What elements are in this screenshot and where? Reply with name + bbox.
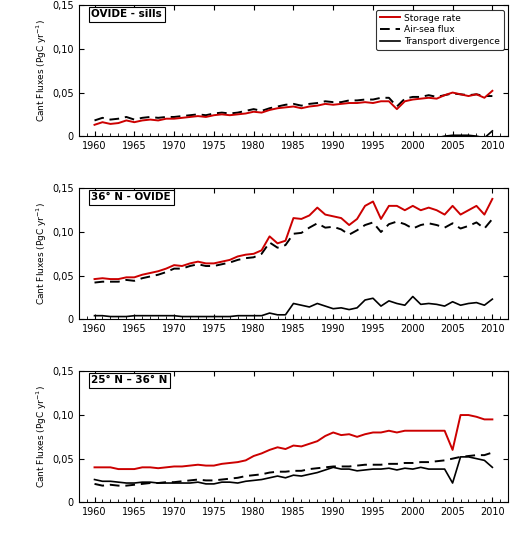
Line: Storage rate: Storage rate: [94, 199, 493, 279]
Transport divergence: [219, 479, 225, 485]
Storage rate: [179, 114, 185, 121]
Air-sea flux: [481, 452, 487, 458]
Air-sea flux: [100, 482, 106, 489]
Air-sea flux: [187, 477, 193, 484]
Text: 36° N - OVIDE: 36° N - OVIDE: [92, 192, 171, 202]
Storage rate: [219, 461, 225, 467]
Transport divergence: [481, 134, 487, 141]
Air-sea flux: [450, 90, 456, 97]
Storage rate: [219, 111, 225, 118]
Storage rate: [187, 462, 193, 469]
Transport divergence: [489, 127, 496, 134]
Storage rate: [115, 466, 122, 472]
Storage rate: [354, 215, 360, 222]
Storage rate: [481, 416, 487, 423]
Legend: Storage rate, Air-sea flux, Transport divergence: Storage rate, Air-sea flux, Transport di…: [376, 10, 504, 50]
Y-axis label: Cant Fluxes (PgC yr$^{-1}$): Cant Fluxes (PgC yr$^{-1}$): [35, 386, 49, 488]
Air-sea flux: [489, 215, 496, 222]
Storage rate: [481, 211, 487, 218]
Transport divergence: [187, 313, 193, 320]
Transport divergence: [489, 296, 496, 302]
Storage rate: [362, 431, 368, 437]
Transport divergence: [219, 313, 225, 320]
Transport divergence: [227, 313, 233, 320]
Air-sea flux: [481, 225, 487, 232]
Air-sea flux: [219, 261, 225, 267]
Storage rate: [489, 87, 496, 94]
Y-axis label: Cant Fluxes (PgC yr$^{-1}$): Cant Fluxes (PgC yr$^{-1}$): [35, 202, 49, 305]
Air-sea flux: [362, 462, 368, 468]
Line: Air-sea flux: Air-sea flux: [94, 93, 493, 120]
Storage rate: [489, 195, 496, 202]
Transport divergence: [362, 467, 368, 473]
Transport divergence: [227, 479, 233, 485]
Storage rate: [457, 412, 464, 418]
Storage rate: [386, 428, 392, 434]
Storage rate: [378, 215, 384, 222]
Air-sea flux: [91, 481, 97, 487]
Air-sea flux: [386, 461, 392, 467]
Storage rate: [227, 460, 233, 466]
Line: Air-sea flux: Air-sea flux: [94, 453, 493, 485]
Transport divergence: [107, 313, 114, 320]
Storage rate: [219, 259, 225, 265]
Transport divergence: [457, 454, 464, 460]
Transport divergence: [211, 134, 217, 141]
Transport divergence: [91, 137, 97, 144]
Line: Transport divergence: Transport divergence: [94, 457, 493, 484]
Line: Transport divergence: Transport divergence: [94, 296, 493, 316]
Transport divergence: [91, 313, 97, 319]
Air-sea flux: [211, 110, 217, 117]
Air-sea flux: [179, 265, 185, 272]
Air-sea flux: [227, 475, 233, 482]
Transport divergence: [203, 481, 209, 487]
Transport divergence: [219, 134, 225, 141]
Storage rate: [91, 122, 97, 128]
Storage rate: [489, 416, 496, 423]
Transport divergence: [386, 465, 392, 471]
Air-sea flux: [481, 93, 487, 99]
Line: Air-sea flux: Air-sea flux: [94, 219, 493, 282]
Storage rate: [354, 100, 360, 106]
Transport divergence: [91, 476, 97, 483]
Air-sea flux: [179, 113, 185, 119]
Transport divergence: [354, 136, 360, 142]
Transport divergence: [386, 298, 392, 304]
Transport divergence: [179, 134, 185, 141]
Air-sea flux: [378, 94, 384, 101]
Transport divergence: [489, 464, 496, 470]
Air-sea flux: [219, 110, 225, 116]
Text: OVIDE - sills: OVIDE - sills: [92, 9, 162, 19]
Line: Storage rate: Storage rate: [94, 91, 493, 125]
Transport divergence: [410, 293, 416, 300]
Air-sea flux: [354, 227, 360, 233]
Text: 25° N – 36° N: 25° N – 36° N: [92, 375, 168, 386]
Air-sea flux: [489, 93, 496, 99]
Air-sea flux: [354, 97, 360, 104]
Air-sea flux: [211, 263, 217, 269]
Transport divergence: [378, 137, 384, 143]
Air-sea flux: [219, 476, 225, 483]
Storage rate: [91, 464, 97, 470]
Storage rate: [211, 260, 217, 267]
Air-sea flux: [91, 279, 97, 286]
Air-sea flux: [378, 229, 384, 235]
Storage rate: [211, 112, 217, 118]
Line: Storage rate: Storage rate: [94, 415, 493, 469]
Transport divergence: [362, 297, 368, 303]
Air-sea flux: [91, 117, 97, 124]
Storage rate: [91, 276, 97, 282]
Line: Transport divergence: Transport divergence: [94, 131, 493, 140]
Storage rate: [378, 98, 384, 105]
Storage rate: [179, 263, 185, 269]
Transport divergence: [481, 457, 487, 464]
Transport divergence: [481, 302, 487, 308]
Air-sea flux: [489, 449, 496, 456]
Y-axis label: Cant Fluxes (PgC yr$^{-1}$): Cant Fluxes (PgC yr$^{-1}$): [35, 19, 49, 122]
Transport divergence: [179, 480, 185, 486]
Storage rate: [481, 94, 487, 101]
